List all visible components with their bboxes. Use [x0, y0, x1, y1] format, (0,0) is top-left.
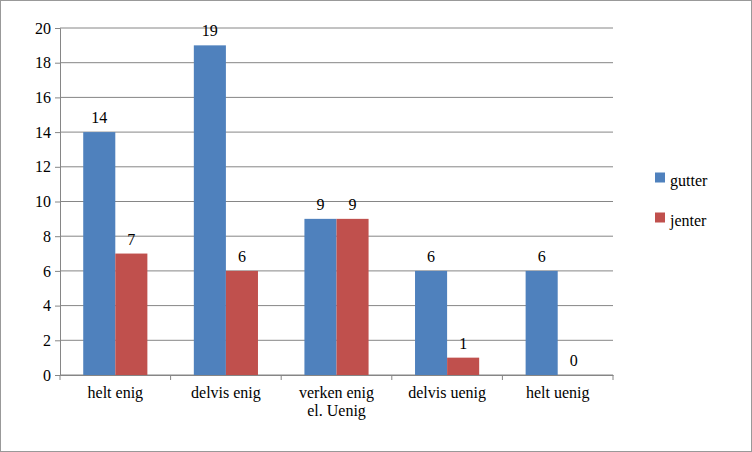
data-label: 14 [91, 109, 107, 126]
x-tick-label: helt uenig [526, 384, 590, 402]
y-axis: 0 2 4 6 8 10 12 14 16 18 20 [35, 20, 61, 384]
bars [83, 45, 557, 375]
bar [447, 358, 479, 375]
y-tick: 14 [35, 124, 60, 141]
y-tick-label: 20 [35, 20, 51, 37]
y-tick: 20 [35, 20, 60, 37]
y-tick-label: 6 [43, 263, 51, 280]
grid-line [60, 28, 613, 29]
grid [60, 28, 613, 375]
y-tick-label: 8 [43, 228, 51, 245]
grid-line [60, 166, 613, 167]
y-tick-mark [55, 167, 60, 168]
y-tick: 18 [35, 54, 60, 71]
legend-swatch [655, 213, 665, 223]
x-axis: helt enig delvis enig verken enigel. Uenig… [60, 375, 614, 420]
bar [558, 375, 590, 376]
x-tick: delvis uenig [408, 384, 486, 402]
x-tick-label: delvis enig [191, 384, 261, 402]
data-label: 9 [316, 196, 324, 213]
y-tick: 8 [43, 228, 60, 245]
data-label: 19 [202, 22, 218, 39]
y-tick: 6 [43, 263, 60, 280]
y-tick: 4 [43, 297, 60, 314]
y-tick-mark [55, 63, 60, 64]
data-label: 0 [570, 352, 578, 369]
x-boundary-tick [502, 375, 503, 380]
x-tick-label-line: el. Uenig [307, 402, 366, 420]
data-label: 6 [427, 248, 435, 265]
x-tick-label-line: verken enig [299, 384, 374, 402]
y-tick-label: 2 [43, 332, 51, 349]
y-tick-label: 18 [35, 54, 51, 71]
legend-item: gutter [655, 172, 708, 190]
data-label: 7 [127, 231, 135, 248]
data-label: 6 [238, 248, 246, 265]
legend-label: gutter [670, 172, 708, 190]
data-label: 9 [349, 196, 357, 213]
grid-line [60, 62, 613, 63]
y-tick: 2 [43, 332, 60, 349]
bar [304, 219, 336, 375]
x-tick: verken enigel. Uenig [299, 384, 374, 420]
bar [415, 271, 447, 375]
y-tick-label: 10 [35, 193, 51, 210]
data-label: 1 [459, 335, 467, 352]
y-tick-label: 16 [35, 89, 51, 106]
chart: 02468101214161820helt enigdelvis enigver… [0, 0, 752, 452]
x-boundary-tick [170, 375, 171, 380]
y-tick: 0 [43, 367, 60, 384]
y-tick-mark [55, 28, 60, 29]
bar [83, 132, 115, 375]
y-tick-mark [55, 340, 60, 341]
data-labels: 14 19 9 6 6 7 6 9 1 0 [91, 22, 577, 369]
y-tick-label: 12 [35, 158, 51, 175]
x-boundary-tick [281, 375, 282, 380]
y-tick-label: 4 [43, 297, 51, 314]
bar [226, 271, 258, 375]
y-tick: 10 [35, 193, 60, 210]
x-tick: helt enig [88, 384, 144, 402]
y-tick-mark [55, 271, 60, 272]
x-axis-line [61, 375, 614, 376]
grid-line [60, 132, 613, 133]
y-tick-label: 0 [43, 367, 51, 384]
y-axis-line [55, 29, 61, 376]
y-tick-mark [55, 236, 60, 237]
x-tick-label: delvis uenig [408, 384, 486, 402]
grid-line [60, 97, 613, 98]
y-tick-mark [55, 306, 60, 307]
y-tick: 16 [35, 89, 60, 106]
y-tick-mark [55, 97, 60, 98]
data-label: 6 [538, 248, 546, 265]
legend-swatch [655, 173, 665, 183]
bar [194, 45, 226, 375]
y-tick-label: 14 [35, 124, 51, 141]
y-tick-mark [55, 375, 60, 376]
x-tick: delvis enig [191, 384, 261, 402]
bar [526, 271, 558, 375]
y-tick: 12 [35, 158, 60, 175]
bar [115, 254, 147, 375]
y-tick-mark [55, 132, 60, 133]
legend-item: jenter [655, 212, 707, 230]
frame [1, 1, 752, 452]
x-tick: helt uenig [526, 384, 590, 402]
bar [337, 219, 369, 375]
plot: 02468101214161820helt enigdelvis enigver… [35, 20, 614, 420]
legend-label: jenter [669, 212, 707, 230]
x-boundary-ticks [60, 375, 613, 380]
grid-line [60, 201, 613, 202]
x-boundary-tick [60, 375, 61, 380]
legend: gutter jenter [655, 172, 708, 230]
x-tick-label: verken enigel. Uenig [299, 384, 374, 420]
x-boundary-tick [613, 375, 614, 380]
y-tick-mark [55, 202, 60, 203]
x-tick-label: helt enig [88, 384, 144, 402]
x-boundary-tick [391, 375, 392, 380]
